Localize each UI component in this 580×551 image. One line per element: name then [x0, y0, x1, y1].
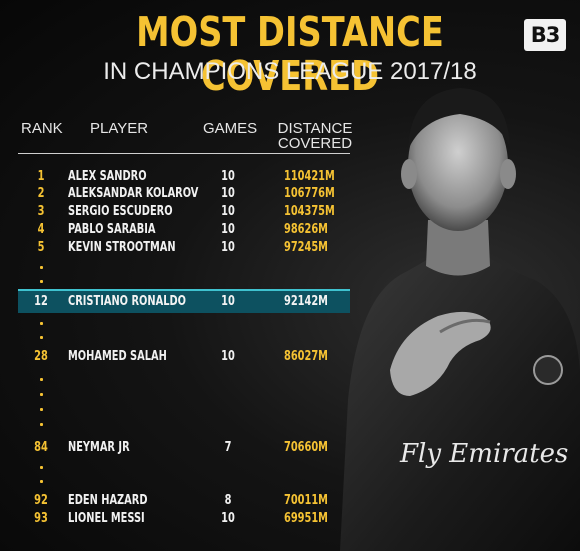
distance-cell: 86027M	[284, 349, 328, 364]
games-cell: 10	[221, 169, 235, 184]
ellipsis-dot	[40, 322, 43, 325]
ellipsis-dot	[40, 336, 43, 339]
column-header-player: PLAYER	[90, 120, 149, 137]
ellipsis-dot	[40, 393, 43, 396]
column-header-rank: RANK	[21, 120, 63, 137]
player-photo: Fly Emirates	[340, 88, 580, 551]
player-cell: LIONEL MESSI	[68, 511, 145, 526]
games-cell: 10	[221, 511, 235, 526]
table-row: 1 ALEX SANDRO 10 110421M	[0, 168, 360, 185]
games-cell: 10	[221, 240, 235, 255]
table-row: 3 SERGIO ESCUDERO 10 104375M	[0, 203, 360, 220]
games-cell: 10	[221, 294, 235, 309]
table-row: 5 KEVIN STROOTMAN 10 97245M	[0, 239, 360, 256]
table-row: 92 EDEN HAZARD 8 70011M	[0, 492, 360, 509]
ellipsis-dot	[40, 280, 43, 283]
ellipsis-dot	[40, 266, 43, 269]
player-cell: SERGIO ESCUDERO	[68, 204, 173, 219]
games-cell: 8	[224, 493, 232, 508]
table-row: 93 LIONEL MESSI 10 69951M	[0, 510, 360, 527]
column-header-distance-line1: DISTANCE	[277, 120, 353, 137]
rank-cell: 92	[34, 493, 48, 508]
rank-cell: 1	[37, 169, 45, 184]
ellipsis-dot	[40, 480, 43, 483]
table-row: 4 PABLO SARABIA 10 98626M	[0, 221, 360, 238]
games-cell: 10	[221, 186, 235, 201]
highlight-band	[18, 289, 350, 313]
rank-cell: 84	[34, 440, 48, 455]
distance-cell: 92142M	[284, 294, 328, 309]
rank-cell: 12	[34, 294, 48, 309]
player-cell: PABLO SARABIA	[68, 222, 156, 237]
ellipsis-dot	[40, 466, 43, 469]
distance-cell: 98626M	[284, 222, 328, 237]
column-header-distance-line2: COVERED	[277, 135, 353, 152]
shirt-sponsor-text: Fly Emirates	[399, 439, 568, 469]
rank-cell: 3	[37, 204, 45, 219]
table-row: 28 MOHAMED SALAH 10 86027M	[0, 348, 360, 365]
ellipsis-dot	[40, 423, 43, 426]
distance-cell: 104375M	[284, 204, 335, 219]
distance-cell: 70660M	[284, 440, 328, 455]
player-cell: EDEN HAZARD	[68, 493, 148, 508]
distance-cell: 70011M	[284, 493, 328, 508]
ellipsis-dot	[40, 408, 43, 411]
column-header-games: GAMES	[203, 120, 258, 137]
table-row: 2 ALEKSANDAR KOLAROV 10 106776M	[0, 185, 360, 202]
rank-cell: 4	[37, 222, 45, 237]
distance-cell: 106776M	[284, 186, 335, 201]
page-subtitle: IN CHAMPIONS LEAGUE 2017/18	[103, 58, 477, 85]
games-cell: 7	[224, 440, 232, 455]
player-cell: ALEX SANDRO	[68, 169, 147, 184]
table-row-highlighted: 12 CRISTIANO RONALDO 10 92142M	[0, 293, 360, 310]
distance-cell: 97245M	[284, 240, 328, 255]
table-row: 84 NEYMAR JR 7 70660M	[0, 439, 360, 456]
page-title: MOST DISTANCE COVERED	[136, 8, 444, 100]
rank-cell: 5	[37, 240, 45, 255]
rank-cell: 28	[34, 349, 48, 364]
player-cell: NEYMAR JR	[68, 440, 130, 455]
ellipsis-dot	[40, 378, 43, 381]
rank-cell: 93	[34, 511, 48, 526]
distance-cell: 110421M	[284, 169, 335, 184]
header-divider	[18, 153, 350, 154]
games-cell: 10	[221, 204, 235, 219]
games-cell: 10	[221, 349, 235, 364]
games-cell: 10	[221, 222, 235, 237]
distance-cell: 69951M	[284, 511, 328, 526]
player-cell: MOHAMED SALAH	[68, 349, 167, 364]
rank-cell: 2	[37, 186, 45, 201]
brand-logo: B3	[524, 19, 566, 51]
column-header-distance: DISTANCE COVERED	[270, 121, 360, 151]
player-cell: ALEKSANDAR KOLAROV	[68, 186, 199, 201]
player-cell: KEVIN STROOTMAN	[68, 240, 176, 255]
player-cell: CRISTIANO RONALDO	[68, 294, 186, 309]
